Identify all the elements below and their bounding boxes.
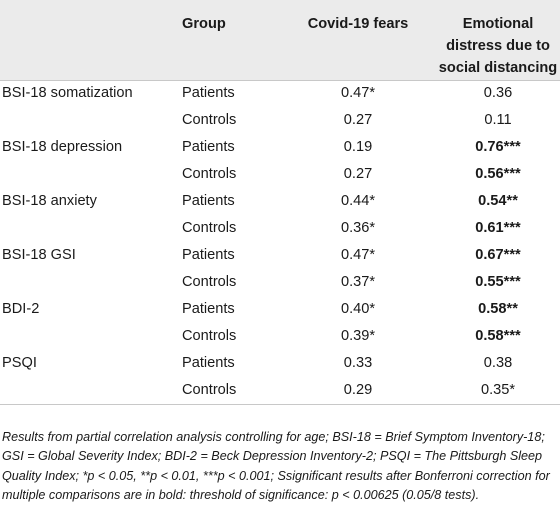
- cell-group: Controls: [182, 112, 237, 128]
- table-row: Controls 0.39* 0.58***: [0, 323, 560, 350]
- header-emotional-line3: social distancing: [438, 60, 558, 76]
- cell-group: Controls: [182, 377, 294, 405]
- table-row: Controls 0.27 0.56***: [0, 161, 560, 188]
- cell-group: Patients: [182, 139, 235, 155]
- cell-emotional-distress: 0.67***: [475, 247, 521, 263]
- cell-group: Patients: [182, 247, 235, 263]
- table-body: BSI-18 somatization Patients 0.47* 0.36 Cont…: [0, 80, 560, 405]
- table-row: Controls 0.36* 0.61***: [0, 215, 560, 242]
- cell-group: Controls: [182, 166, 237, 182]
- cell-group: Controls: [182, 328, 237, 344]
- cell-measure: [0, 107, 182, 134]
- table-row: BSI-18 depression Patients 0.19 0.76***: [0, 134, 560, 161]
- cell-covid-fears: 0.27: [343, 112, 373, 128]
- cell-emotional-distress: 0.58**: [478, 301, 518, 317]
- cell-emotional-distress: 0.76***: [475, 139, 521, 155]
- cell-emotional-distress: 0.61***: [475, 220, 521, 236]
- cell-group: Controls: [182, 220, 237, 236]
- cell-measure: BSI-18 anxiety: [2, 193, 97, 209]
- cell-covid-fears: 0.29: [294, 377, 422, 405]
- cell-emotional-distress: 0.58***: [475, 328, 521, 344]
- table-row: BDI-2 Patients 0.40* 0.58**: [0, 296, 560, 323]
- cell-measure: PSQI: [2, 355, 37, 371]
- table-row: Controls 0.29 0.35*: [0, 377, 560, 405]
- cell-emotional-distress: 0.38: [483, 355, 513, 371]
- cell-covid-fears: 0.39*: [340, 328, 376, 344]
- cell-covid-fears: 0.40*: [340, 301, 376, 317]
- table-row: BSI-18 anxiety Patients 0.44* 0.54**: [0, 188, 560, 215]
- cell-covid-fears: 0.27: [343, 166, 373, 182]
- cell-measure: BSI-18 depression: [2, 139, 123, 155]
- header-divider: [0, 80, 560, 81]
- cell-emotional-distress: 0.35*: [422, 377, 560, 405]
- cell-covid-fears: 0.36*: [340, 220, 376, 236]
- cell-measure: [0, 161, 182, 188]
- table-row: BSI-18 somatization Patients 0.47* 0.36: [0, 80, 560, 107]
- cell-emotional-distress: 0.11: [484, 112, 512, 128]
- table-row: BSI-18 GSI Patients 0.47* 0.67***: [0, 242, 560, 269]
- cell-measure: [0, 377, 182, 405]
- cell-covid-fears: 0.33: [343, 355, 373, 371]
- cell-measure: BSI-18 somatization: [2, 85, 133, 101]
- header-measure: [0, 0, 182, 80]
- correlation-table: Group Covid-19 fears Emotional distress …: [0, 0, 560, 405]
- cell-measure: BDI-2: [2, 301, 40, 317]
- table-row: PSQI Patients 0.33 0.38: [0, 350, 560, 377]
- header-group: Group: [182, 16, 226, 32]
- cell-measure: [0, 215, 182, 242]
- cell-covid-fears: 0.44*: [340, 193, 376, 209]
- cell-emotional-distress: 0.54**: [478, 193, 518, 209]
- cell-group: Patients: [182, 355, 235, 371]
- cell-measure: [0, 323, 182, 350]
- cell-emotional-distress: 0.55***: [475, 274, 521, 290]
- cell-covid-fears: 0.37*: [340, 274, 376, 290]
- cell-covid-fears: 0.47*: [340, 85, 376, 101]
- cell-covid-fears: 0.19: [343, 139, 373, 155]
- cell-group: Controls: [182, 274, 237, 290]
- cell-measure: [0, 269, 182, 296]
- cell-measure: BSI-18 GSI: [2, 247, 76, 263]
- header-emotional-line1: Emotional: [462, 16, 534, 32]
- cell-emotional-distress: 0.56***: [475, 166, 521, 182]
- cell-emotional-distress: 0.36: [483, 85, 513, 101]
- cell-group: Patients: [182, 301, 235, 317]
- cell-group: Patients: [182, 193, 235, 209]
- table-row: Controls 0.37* 0.55***: [0, 269, 560, 296]
- cell-group: Patients: [182, 85, 235, 101]
- table-row: Controls 0.27 0.11: [0, 107, 560, 134]
- header-row: Group Covid-19 fears Emotional distress …: [0, 0, 560, 80]
- header-emotional-line2: distress due to: [446, 38, 550, 54]
- cell-covid-fears: 0.47*: [340, 247, 376, 263]
- header-covid-fears: Covid-19 fears: [307, 16, 409, 32]
- table-header: Group Covid-19 fears Emotional distress …: [0, 0, 560, 80]
- table-footnote: Results from partial correlation analysi…: [2, 430, 550, 503]
- header-emotional-distress: Emotional distress due to social distanc…: [422, 0, 560, 80]
